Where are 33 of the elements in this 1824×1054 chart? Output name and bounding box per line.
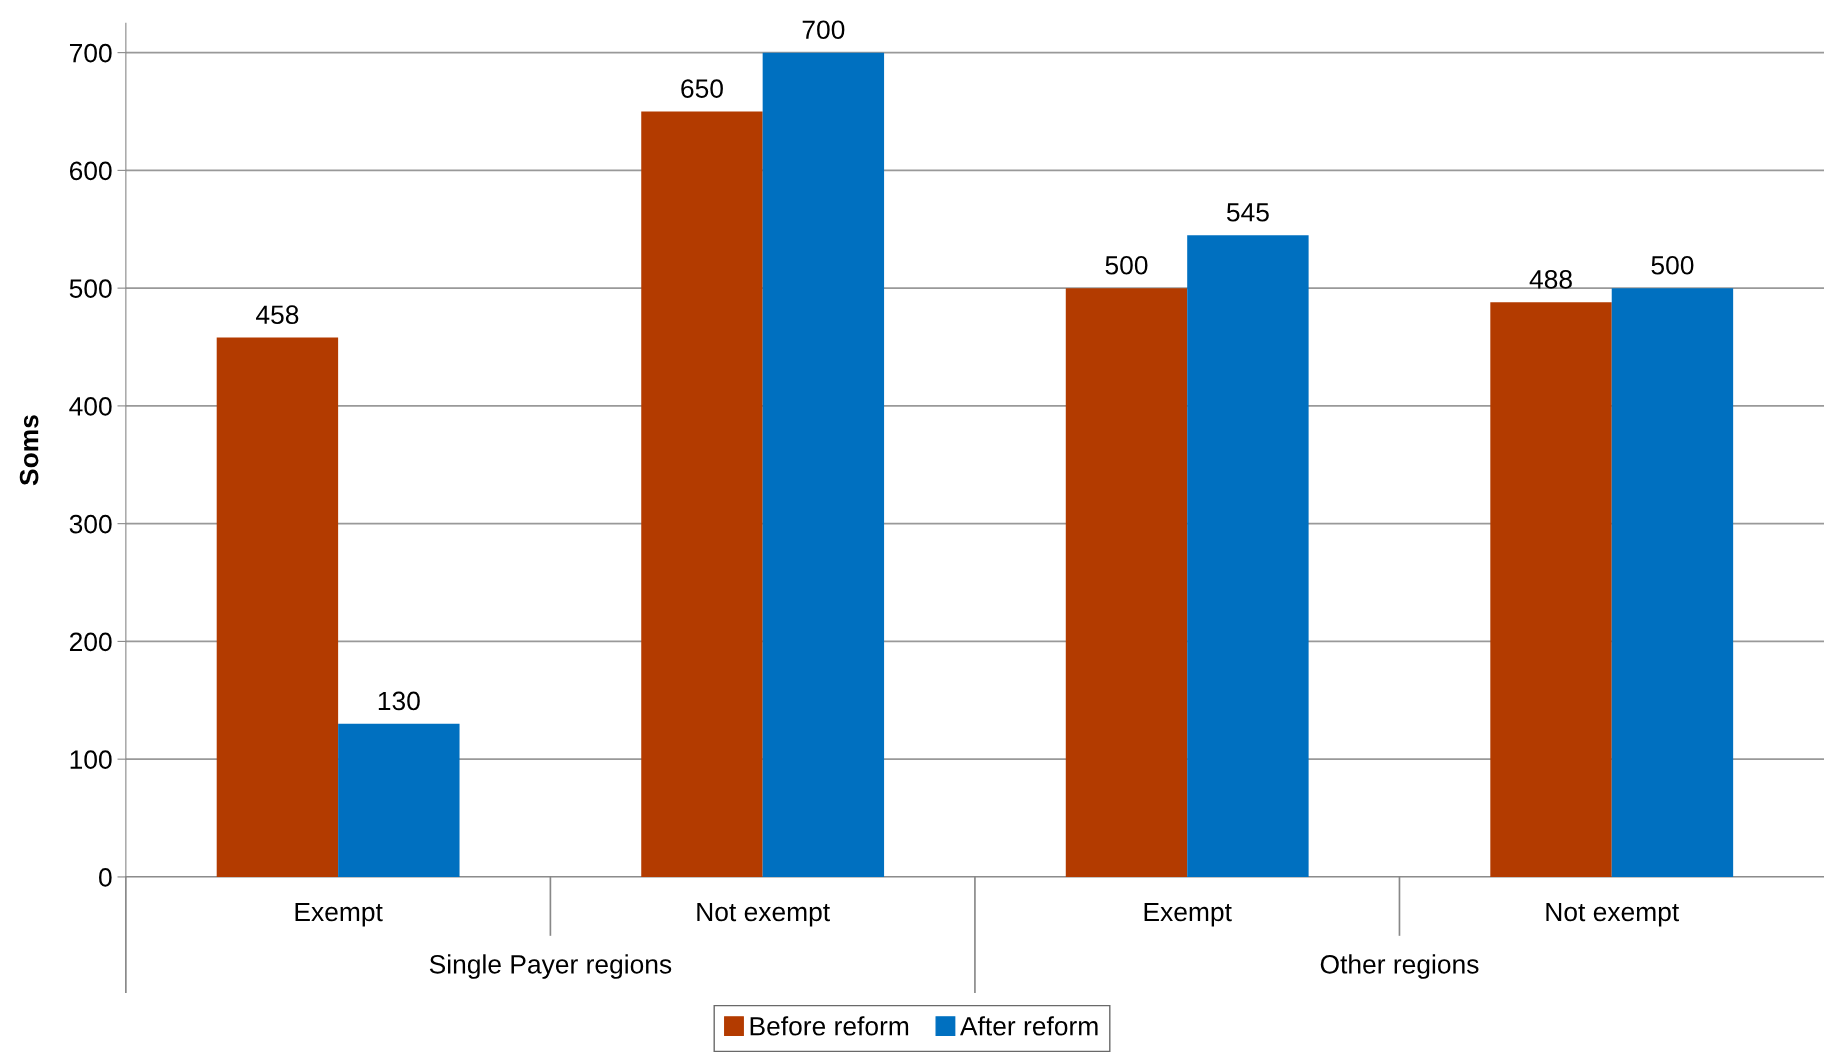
y-tick-label: 500 (69, 279, 112, 298)
data-label: 500 (1105, 255, 1148, 275)
bar (338, 723, 460, 877)
bar (1187, 235, 1309, 877)
legend-label: Before reform (750, 1016, 909, 1036)
data-label: 545 (1226, 203, 1269, 222)
x-tick-label: Not exempt (697, 902, 830, 927)
data-label: 500 (1651, 255, 1694, 275)
x-tick-label: Not exempt (1546, 902, 1680, 927)
bar (216, 337, 339, 877)
bar (1490, 302, 1612, 877)
text: Single Payer regions (429, 954, 672, 979)
data-label: 488 (1529, 270, 1572, 289)
y-tick-label: 200 (69, 632, 112, 652)
x-tick-label: Exempt (295, 902, 383, 927)
x-tick-label: Exempt (1144, 902, 1232, 927)
bar (1065, 288, 1188, 877)
text: Other regions (1320, 954, 1479, 979)
data-label: 700 (802, 20, 845, 40)
bar (641, 111, 763, 877)
data-label: 130 (378, 691, 420, 711)
y-tick-label: 0 (99, 868, 112, 887)
bar (1611, 288, 1734, 877)
y-tick-label: 700 (69, 43, 112, 63)
y-tick-label: 600 (69, 161, 112, 181)
y-tick-label: 100 (70, 750, 112, 769)
legend-label: After reform (960, 1016, 1098, 1036)
y-tick-label: 300 (69, 514, 112, 534)
bar (762, 52, 885, 877)
data-label: 458 (256, 305, 299, 325)
y-axis-title: Soms (19, 415, 39, 486)
data-label: 650 (681, 79, 723, 98)
y-tick-label: 400 (69, 397, 112, 416)
